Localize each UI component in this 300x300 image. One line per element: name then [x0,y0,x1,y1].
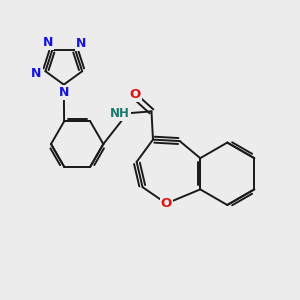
Text: NH: NH [110,107,130,120]
Text: N: N [31,67,41,80]
Text: O: O [130,88,141,100]
Text: O: O [161,197,172,210]
Text: N: N [76,37,87,50]
Text: N: N [58,85,69,98]
Text: N: N [43,36,53,49]
